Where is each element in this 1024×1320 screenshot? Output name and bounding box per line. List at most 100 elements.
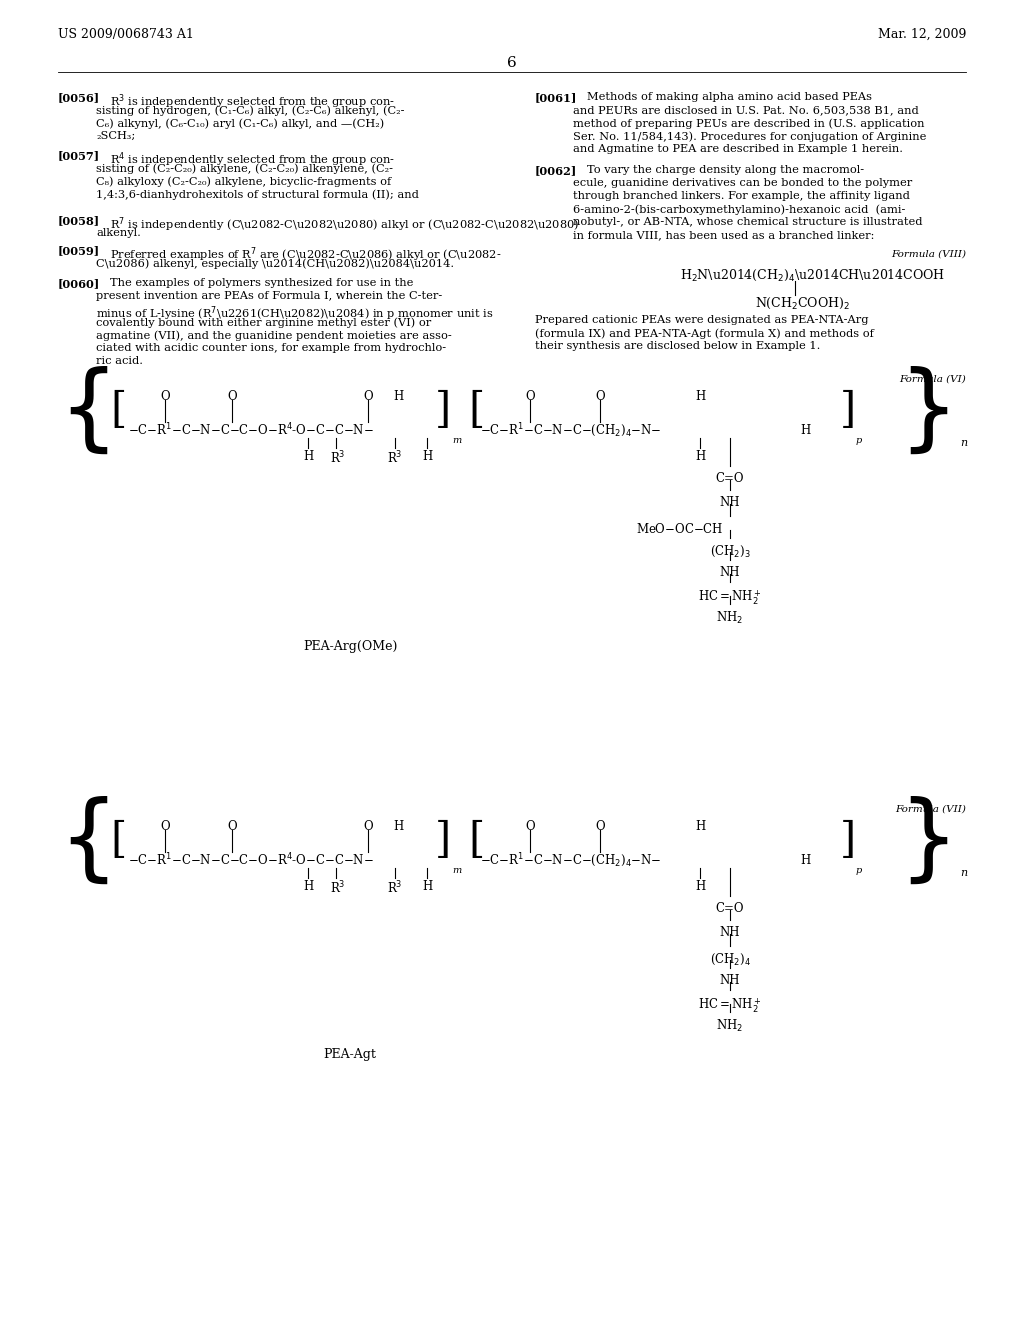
Text: H: H: [303, 450, 313, 463]
Text: }: }: [898, 366, 958, 458]
Text: H: H: [393, 820, 403, 833]
Text: ₂SCH₃;: ₂SCH₃;: [96, 131, 135, 141]
Text: NH: NH: [720, 974, 740, 987]
Text: C=O: C=O: [716, 902, 744, 915]
Text: alkenyl.: alkenyl.: [96, 228, 141, 238]
Text: ]: ]: [840, 818, 856, 861]
Text: MeO$-$OC$-$CH: MeO$-$OC$-$CH: [636, 521, 724, 536]
Text: agmatine (VII), and the guanidine pendent moieties are asso-: agmatine (VII), and the guanidine penden…: [96, 330, 452, 341]
Text: 6-amino-2-(bis-carboxymethylamino)-hexanoic acid  (ami-: 6-amino-2-(bis-carboxymethylamino)-hexan…: [573, 205, 905, 215]
Text: NH$_2$: NH$_2$: [717, 610, 743, 626]
Text: ric acid.: ric acid.: [96, 356, 143, 366]
Text: {: {: [58, 796, 118, 888]
Text: Prepared cationic PEAs were designated as PEA-NTA-Arg: Prepared cationic PEAs were designated a…: [535, 315, 868, 325]
Text: [0061]: [0061]: [535, 92, 578, 103]
Text: O: O: [525, 820, 535, 833]
Text: }: }: [898, 796, 958, 888]
Text: sisting of hydrogen, (C₁-C₆) alkyl, (C₂-C₆) alkenyl, (C₂-: sisting of hydrogen, (C₁-C₆) alkyl, (C₂-…: [96, 106, 404, 116]
Text: HC$=$NH$_2^+$: HC$=$NH$_2^+$: [698, 587, 762, 607]
Text: [: [: [468, 818, 484, 861]
Text: R$^3$: R$^3$: [331, 450, 346, 466]
Text: sisting of (C₂-C₂₀) alkylene, (C₂-C₂₀) alkenylene, (C₂-: sisting of (C₂-C₂₀) alkylene, (C₂-C₂₀) a…: [96, 162, 393, 173]
Text: US 2009/0068743 A1: US 2009/0068743 A1: [58, 28, 194, 41]
Text: Formula (VII): Formula (VII): [895, 805, 966, 814]
Text: NH: NH: [720, 566, 740, 579]
Text: n: n: [961, 869, 967, 878]
Text: (formula IX) and PEA-NTA-Agt (formula X) and methods of: (formula IX) and PEA-NTA-Agt (formula X)…: [535, 327, 873, 338]
Text: O: O: [595, 389, 605, 403]
Text: m: m: [452, 866, 461, 875]
Text: R$^3$ is independently selected from the group con-: R$^3$ is independently selected from the…: [110, 92, 395, 111]
Text: $-$C$-$R$^1$$-$C$-$N$-$C$-$(CH$_2$)$_4$$-$N$-$: $-$C$-$R$^1$$-$C$-$N$-$C$-$(CH$_2$)$_4$$…: [480, 851, 662, 869]
Text: Methods of making alpha amino acid based PEAs: Methods of making alpha amino acid based…: [587, 92, 872, 102]
Text: O: O: [227, 389, 237, 403]
Text: H: H: [303, 880, 313, 894]
Text: $-$C$-$R$^1$$-$C$-$N$-$C$-$C$-$O$-$R$^4$-O$-$C$-$C$-$N$-$: $-$C$-$R$^1$$-$C$-$N$-$C$-$C$-$O$-$R$^4$…: [128, 421, 374, 438]
Text: their synthesis are disclosed below in Example 1.: their synthesis are disclosed below in E…: [535, 341, 820, 351]
Text: Preferred examples of R$^7$ are (C\u2082-C\u2086) alkyl or (C\u2082-: Preferred examples of R$^7$ are (C\u2082…: [110, 246, 502, 264]
Text: To vary the charge density along the macromol-: To vary the charge density along the mac…: [587, 165, 864, 176]
Text: [0056]: [0056]: [58, 92, 100, 103]
Text: Mar. 12, 2009: Mar. 12, 2009: [878, 28, 966, 41]
Text: and Agmatine to PEA are described in Example 1 herein.: and Agmatine to PEA are described in Exa…: [573, 144, 903, 154]
Text: covalently bound with either arginine methyl ester (VI) or: covalently bound with either arginine me…: [96, 317, 431, 327]
Text: in formula VIII, has been used as a branched linker:: in formula VIII, has been used as a bran…: [573, 230, 874, 240]
Text: [0057]: [0057]: [58, 150, 100, 161]
Text: H$_2$N\u2014(CH$_2$)$_4$\u2014CH\u2014COOH: H$_2$N\u2014(CH$_2$)$_4$\u2014CH\u2014CO…: [680, 268, 945, 284]
Text: O: O: [364, 820, 373, 833]
Text: C=O: C=O: [716, 473, 744, 484]
Text: NH$_2$: NH$_2$: [717, 1018, 743, 1034]
Text: [: [: [468, 389, 484, 432]
Text: 6: 6: [507, 55, 517, 70]
Text: H: H: [800, 424, 810, 437]
Text: NH: NH: [720, 927, 740, 939]
Text: HC$=$NH$_2^+$: HC$=$NH$_2^+$: [698, 997, 762, 1015]
Text: The examples of polymers synthesized for use in the: The examples of polymers synthesized for…: [110, 279, 414, 288]
Text: C₆) alkynyl, (C₆-C₁₀) aryl (C₁-C₆) alkyl, and —(CH₂): C₆) alkynyl, (C₆-C₁₀) aryl (C₁-C₆) alkyl…: [96, 117, 384, 128]
Text: ]: ]: [840, 389, 856, 432]
Text: O: O: [160, 820, 170, 833]
Text: {: {: [58, 366, 118, 458]
Text: [: [: [110, 389, 126, 432]
Text: R$^7$ is independently (C\u2082-C\u2082\u2080) alkyl or (C\u2082-C\u2082\u2080): R$^7$ is independently (C\u2082-C\u2082\…: [110, 215, 580, 234]
Text: [0059]: [0059]: [58, 246, 100, 256]
Text: [0060]: [0060]: [58, 279, 100, 289]
Text: p: p: [856, 866, 862, 875]
Text: R$^3$: R$^3$: [387, 880, 402, 896]
Text: [: [: [110, 818, 126, 861]
Text: N(CH$_2$COOH)$_2$: N(CH$_2$COOH)$_2$: [755, 296, 850, 312]
Text: present invention are PEAs of Formula I, wherein the C-ter-: present invention are PEAs of Formula I,…: [96, 290, 442, 301]
Text: O: O: [525, 389, 535, 403]
Text: PEA-Arg(OMe): PEA-Arg(OMe): [303, 640, 397, 653]
Text: m: m: [452, 436, 461, 445]
Text: Formula (VIII): Formula (VIII): [891, 249, 966, 259]
Text: nobutyl-, or AB-NTA, whose chemical structure is illustrated: nobutyl-, or AB-NTA, whose chemical stru…: [573, 216, 923, 227]
Text: R$^4$ is independently selected from the group con-: R$^4$ is independently selected from the…: [110, 150, 395, 169]
Text: H: H: [695, 820, 706, 833]
Text: ]: ]: [435, 389, 452, 432]
Text: PEA-Agt: PEA-Agt: [324, 1048, 377, 1061]
Text: and PEURs are disclosed in U.S. Pat. No. 6,503,538 B1, and: and PEURs are disclosed in U.S. Pat. No.…: [573, 106, 919, 115]
Text: ecule, guanidine derivatives can be bonded to the polymer: ecule, guanidine derivatives can be bond…: [573, 178, 912, 187]
Text: method of preparing PEUs are described in (U.S. application: method of preparing PEUs are described i…: [573, 117, 925, 128]
Text: O: O: [160, 389, 170, 403]
Text: [0062]: [0062]: [535, 165, 578, 176]
Text: R$^3$: R$^3$: [387, 450, 402, 466]
Text: through branched linkers. For example, the affinity ligand: through branched linkers. For example, t…: [573, 191, 910, 201]
Text: (CH$_2$)$_4$: (CH$_2$)$_4$: [710, 952, 751, 968]
Text: O: O: [595, 820, 605, 833]
Text: H: H: [695, 389, 706, 403]
Text: H: H: [695, 880, 706, 894]
Text: H: H: [422, 450, 432, 463]
Text: C\u2086) alkenyl, especially \u2014(CH\u2082)\u2084\u2014.: C\u2086) alkenyl, especially \u2014(CH\u…: [96, 257, 454, 268]
Text: R$^3$: R$^3$: [331, 880, 346, 896]
Text: H: H: [695, 450, 706, 463]
Text: H: H: [393, 389, 403, 403]
Text: O: O: [364, 389, 373, 403]
Text: H: H: [800, 854, 810, 866]
Text: Formula (VI): Formula (VI): [899, 375, 966, 384]
Text: $-$C$-$R$^1$$-$C$-$N$-$C$-$(CH$_2$)$_4$$-$N$-$: $-$C$-$R$^1$$-$C$-$N$-$C$-$(CH$_2$)$_4$$…: [480, 421, 662, 438]
Text: Ser. No. 11/584,143). Procedures for conjugation of Arginine: Ser. No. 11/584,143). Procedures for con…: [573, 131, 927, 141]
Text: O: O: [227, 820, 237, 833]
Text: n: n: [961, 438, 967, 447]
